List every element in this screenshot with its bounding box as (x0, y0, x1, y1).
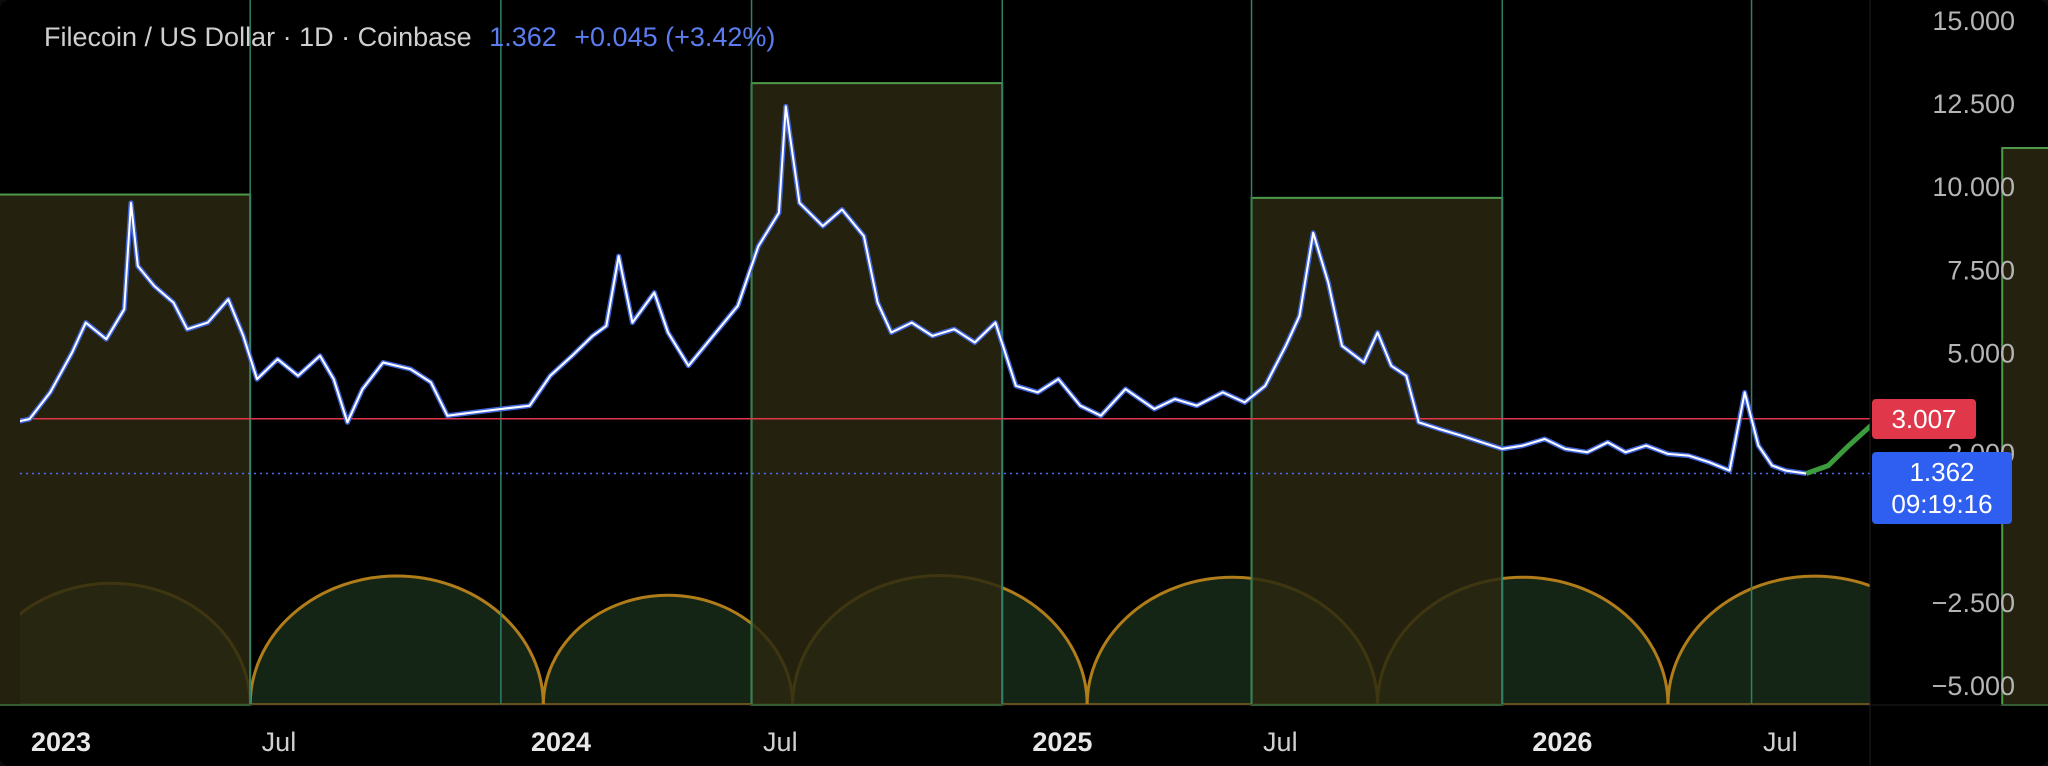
chart-legend: Filecoin / US Dollar · 1D · Coinbase 1.3… (44, 22, 785, 53)
x-tick-label: 2025 (1032, 727, 1092, 757)
y-tick-label: 7.500 (1947, 255, 2015, 285)
current-price-text: 1.362 (1909, 457, 1975, 488)
cycle-box (750, 82, 1004, 707)
x-tick-label: 2024 (531, 727, 591, 757)
x-tick-label: Jul (1263, 727, 1298, 757)
y-tick-label: 5.000 (1947, 339, 2015, 369)
last-price-value: 1.362 (489, 22, 557, 52)
x-tick-label: Jul (763, 727, 798, 757)
countdown-text: 09:19:16 (1891, 489, 1993, 520)
y-tick-label: 12.500 (1932, 89, 2015, 119)
x-tick-label: Jul (262, 727, 297, 757)
cycle-arc (1666, 574, 1870, 705)
support-price-text: 3.007 (1891, 403, 1957, 434)
price-change-value: +0.045 (+3.42%) (574, 22, 776, 52)
y-tick-label: −2.500 (1932, 588, 2015, 618)
cycle-box (2001, 146, 2048, 706)
price-series-line (20, 105, 1807, 475)
cycle-box (1250, 196, 1504, 706)
x-tick-label: 2026 (1532, 727, 1592, 757)
cycle-box (0, 193, 252, 706)
support-price-label: 3.007 (1872, 398, 1976, 439)
cycle-arc (248, 574, 545, 705)
y-tick-label: 15.000 (1932, 6, 2015, 36)
x-tick-label: Jul (1763, 727, 1798, 757)
current-price-label: 1.362 09:19:16 (1872, 452, 2012, 525)
y-tick-label: −5.000 (1932, 671, 2015, 701)
symbol-label: Filecoin / US Dollar · 1D · Coinbase (44, 22, 472, 52)
y-tick-label: 10.000 (1932, 172, 2015, 202)
x-tick-label: 2023 (31, 727, 91, 757)
